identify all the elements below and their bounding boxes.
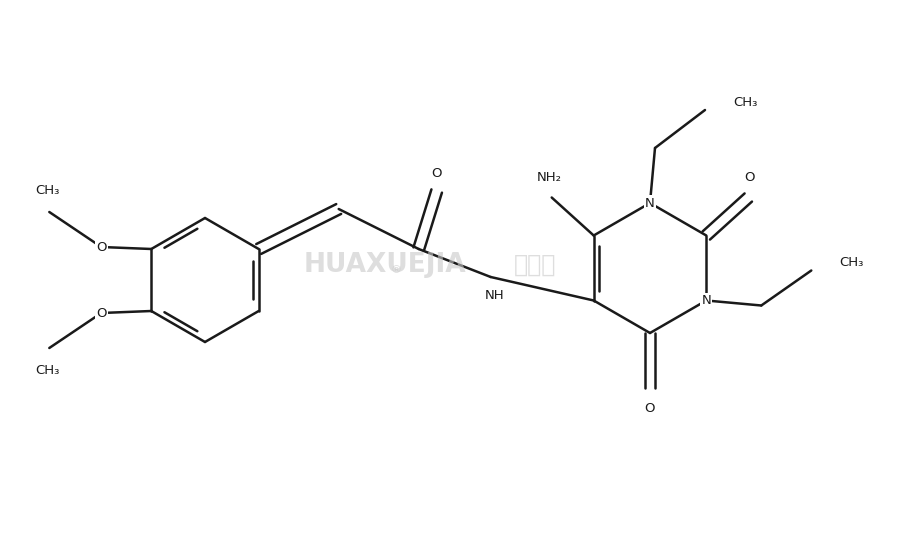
Text: HUAXUEJIA: HUAXUEJIA [303, 252, 466, 278]
Text: N: N [645, 197, 655, 209]
Text: O: O [744, 171, 754, 184]
Text: O: O [645, 402, 655, 414]
Text: O: O [96, 240, 107, 254]
Text: ®: ® [390, 265, 401, 275]
Text: CH₃: CH₃ [36, 184, 59, 197]
Text: NH₂: NH₂ [537, 171, 562, 184]
Text: NH: NH [485, 288, 505, 301]
Text: CH₃: CH₃ [733, 96, 757, 109]
Text: 化学加: 化学加 [514, 253, 557, 277]
Text: N: N [701, 294, 711, 307]
Text: O: O [96, 306, 107, 320]
Text: CH₃: CH₃ [839, 256, 864, 269]
Text: O: O [432, 166, 442, 180]
Text: CH₃: CH₃ [36, 363, 59, 376]
